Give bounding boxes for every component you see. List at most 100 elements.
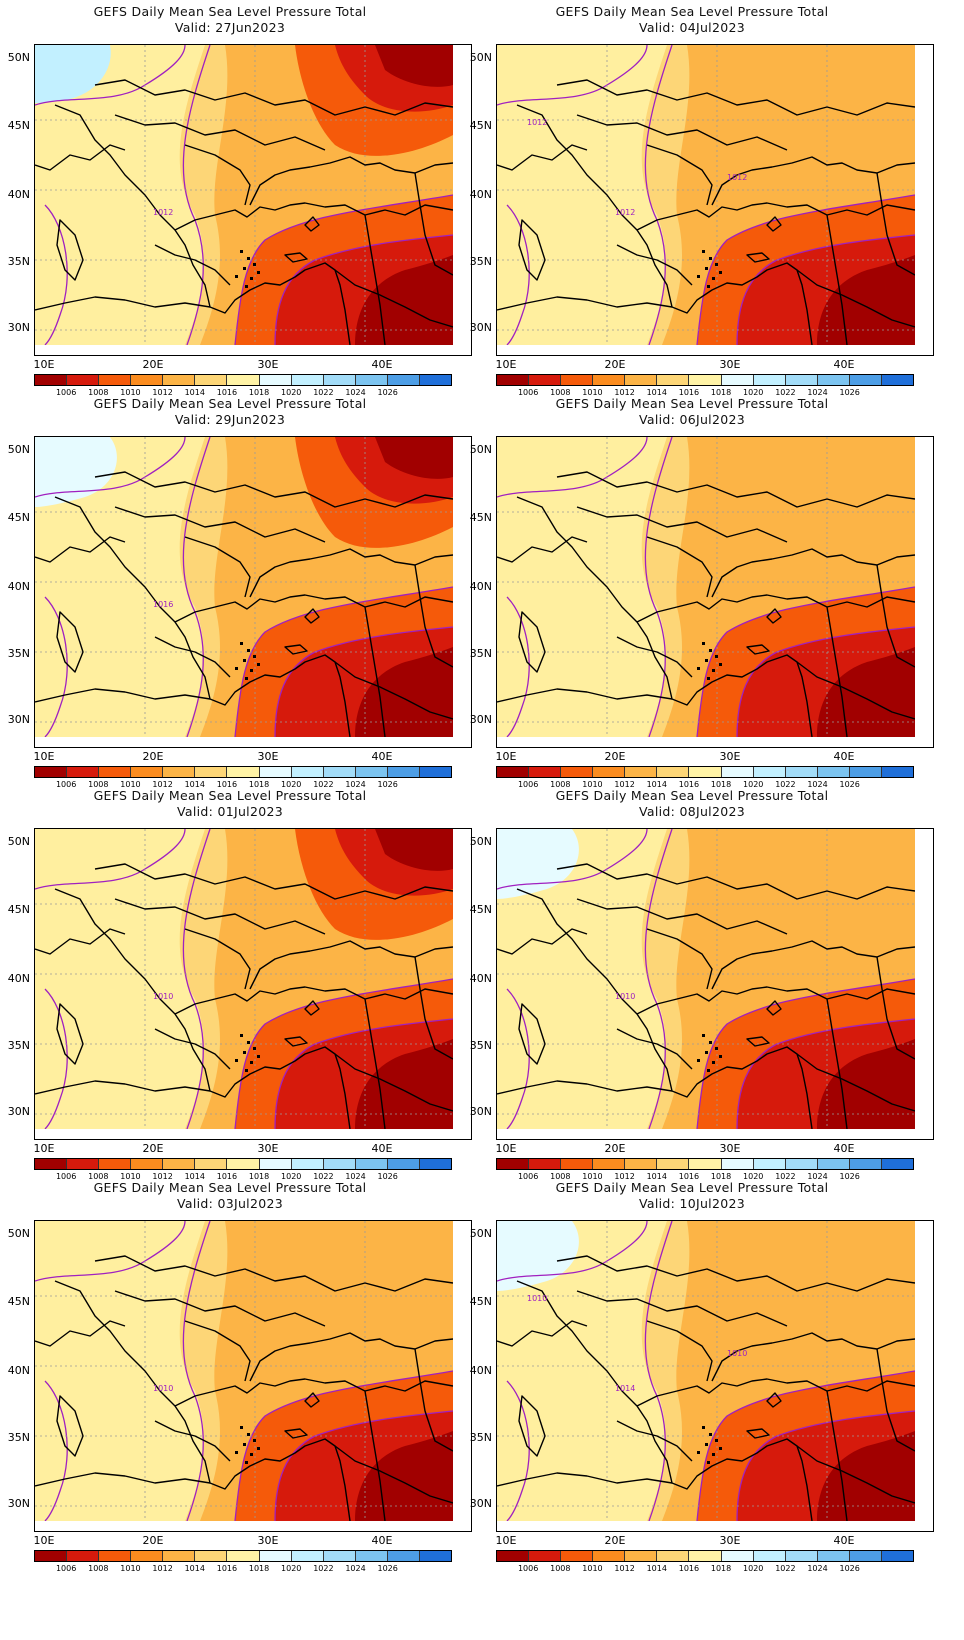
panel-title: GEFS Daily Mean Sea Level Pressure Total bbox=[93, 788, 367, 803]
lon-label: 20E bbox=[604, 1142, 626, 1155]
colorbar-swatch bbox=[227, 1551, 260, 1561]
colorbar-swatch bbox=[529, 375, 562, 385]
colorbar-label: 1012 bbox=[614, 1172, 635, 1181]
colorbar bbox=[34, 1550, 452, 1562]
colorbar-label: 1022 bbox=[775, 388, 796, 397]
colorbar-swatch bbox=[817, 767, 850, 777]
colorbar-swatch bbox=[657, 1159, 690, 1169]
lat-label: 40N bbox=[7, 188, 30, 201]
colorbar-label: 1016 bbox=[678, 1564, 700, 1573]
panel-valid-date: Valid: 03Jul2023 bbox=[177, 1196, 283, 1211]
colorbar-swatch bbox=[259, 767, 292, 777]
colorbar-label: 1024 bbox=[345, 388, 366, 397]
colorbar-swatch bbox=[561, 767, 594, 777]
pressure-map: 1010 bbox=[34, 828, 472, 1140]
lat-label: 50N bbox=[7, 835, 30, 848]
lon-label: 40E bbox=[833, 1142, 855, 1155]
pressure-map: 1016 bbox=[34, 436, 472, 748]
colorbar-swatch bbox=[497, 375, 530, 385]
colorbar-label: 1024 bbox=[807, 1564, 828, 1573]
lat-label: 30N bbox=[7, 321, 30, 334]
colorbar-label: 1012 bbox=[614, 1564, 635, 1573]
colorbar-swatch bbox=[593, 375, 626, 385]
colorbar-swatch bbox=[849, 1551, 882, 1561]
contour-label: 1012 bbox=[615, 208, 635, 217]
colorbar-swatch bbox=[259, 375, 292, 385]
colorbar-swatch bbox=[753, 1551, 786, 1561]
colorbar-label: 1010 bbox=[120, 1564, 141, 1573]
colorbar-label: 1024 bbox=[345, 780, 366, 789]
pressure-map: 1012 bbox=[34, 44, 472, 356]
colorbar-label: 1024 bbox=[807, 388, 828, 397]
lat-label: 40N bbox=[469, 1364, 492, 1377]
colorbar-label: 1014 bbox=[184, 1564, 205, 1573]
colorbar-label: 1006 bbox=[55, 780, 77, 789]
lat-label: 40N bbox=[7, 972, 30, 985]
lat-label: 30N bbox=[469, 1497, 492, 1510]
contour-label: 1012 bbox=[153, 208, 173, 217]
colorbar-label: 1022 bbox=[775, 1564, 796, 1573]
colorbar-swatch bbox=[355, 375, 388, 385]
lon-label: 30E bbox=[257, 358, 279, 371]
panel-title: GEFS Daily Mean Sea Level Pressure Total bbox=[555, 788, 829, 803]
colorbar-label: 1006 bbox=[517, 780, 539, 789]
colorbar-label: 1024 bbox=[807, 780, 828, 789]
lat-label: 30N bbox=[469, 713, 492, 726]
lon-label: 20E bbox=[142, 1142, 164, 1155]
colorbar-swatch bbox=[529, 1159, 562, 1169]
panel-title: GEFS Daily Mean Sea Level Pressure Total bbox=[93, 396, 367, 411]
colorbar-swatch bbox=[99, 375, 132, 385]
colorbar-swatch bbox=[817, 1159, 850, 1169]
panel-valid-date: Valid: 01Jul2023 bbox=[177, 804, 283, 819]
colorbar-label: 1016 bbox=[678, 1172, 700, 1181]
lon-label: 20E bbox=[604, 358, 626, 371]
lat-label: 30N bbox=[7, 713, 30, 726]
colorbar-label: 1014 bbox=[646, 1172, 667, 1181]
panel-valid-date: Valid: 27Jun2023 bbox=[174, 20, 286, 35]
colorbar-label: 1008 bbox=[88, 1564, 109, 1573]
colorbar-label: 1008 bbox=[88, 388, 109, 397]
colorbar-swatch bbox=[131, 1159, 164, 1169]
colorbar-swatch bbox=[163, 1159, 196, 1169]
colorbar-swatch bbox=[881, 1551, 914, 1561]
colorbar-label: 1018 bbox=[248, 1172, 270, 1181]
lon-label: 10E bbox=[495, 1142, 517, 1155]
lat-label: 35N bbox=[469, 255, 492, 268]
lon-label: 20E bbox=[142, 1534, 164, 1547]
contour-label: 1010 bbox=[153, 992, 173, 1001]
colorbar-swatch bbox=[67, 767, 100, 777]
colorbar-swatch bbox=[419, 767, 452, 777]
colorbar-label: 1016 bbox=[216, 388, 238, 397]
contour-label: 1010 bbox=[615, 992, 635, 1001]
map-panel-1: GEFS Daily Mean Sea Level Pressure Total… bbox=[0, 0, 472, 400]
lat-label: 35N bbox=[7, 255, 30, 268]
colorbar bbox=[34, 766, 452, 778]
panel-valid-date: Valid: 08Jul2023 bbox=[639, 804, 745, 819]
colorbar-swatch bbox=[625, 1551, 658, 1561]
colorbar-swatch bbox=[67, 375, 100, 385]
colorbar-label: 1018 bbox=[248, 1564, 270, 1573]
lat-label: 35N bbox=[7, 1431, 30, 1444]
colorbar-swatch bbox=[67, 1159, 100, 1169]
lon-label: 40E bbox=[371, 358, 393, 371]
colorbar bbox=[34, 1158, 452, 1170]
colorbar-swatch bbox=[593, 767, 626, 777]
colorbar-swatch bbox=[657, 375, 690, 385]
colorbar-swatch bbox=[785, 1551, 818, 1561]
colorbar-label: 1022 bbox=[313, 780, 334, 789]
lat-label: 45N bbox=[7, 119, 30, 132]
colorbar-label: 1012 bbox=[152, 1564, 173, 1573]
lon-label: 30E bbox=[257, 1142, 279, 1155]
colorbar-swatch bbox=[753, 767, 786, 777]
pressure-map bbox=[496, 436, 934, 748]
lon-label: 10E bbox=[33, 358, 55, 371]
colorbar-label: 1008 bbox=[550, 1564, 571, 1573]
colorbar-swatch bbox=[689, 375, 722, 385]
colorbar-swatch bbox=[721, 767, 754, 777]
colorbar-label: 1020 bbox=[743, 1172, 764, 1181]
lat-label: 50N bbox=[469, 835, 492, 848]
pressure-map: 1010 bbox=[34, 1220, 472, 1532]
colorbar-swatch bbox=[163, 1551, 196, 1561]
colorbar-label: 1020 bbox=[743, 1564, 764, 1573]
colorbar-swatch bbox=[387, 375, 420, 385]
